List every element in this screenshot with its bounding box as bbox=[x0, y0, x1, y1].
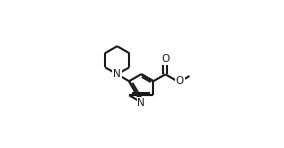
Text: O: O bbox=[176, 76, 184, 86]
Text: N: N bbox=[137, 98, 145, 108]
Text: N: N bbox=[113, 69, 121, 79]
Text: O: O bbox=[161, 54, 170, 64]
